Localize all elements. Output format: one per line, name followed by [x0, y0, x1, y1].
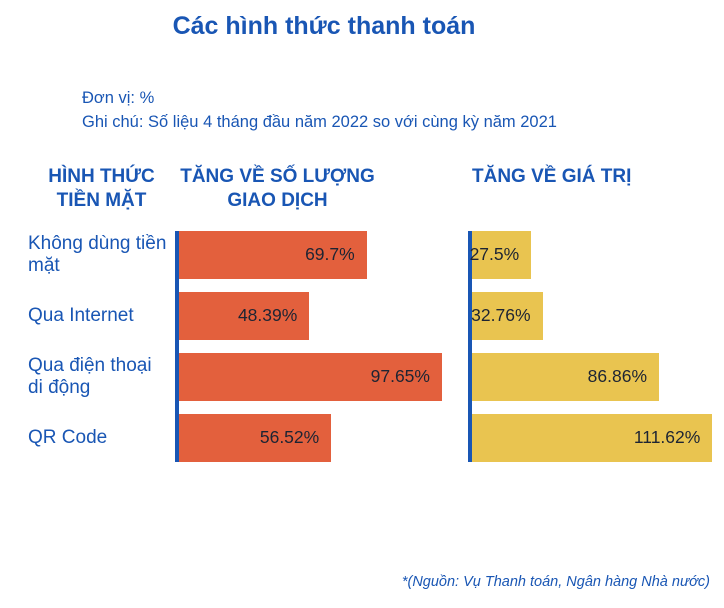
category-column: HÌNH THỨC TIỀN MẶT Không dùng tiền mặt Q… — [28, 165, 175, 462]
bar-value-label: 97.65% — [370, 366, 430, 387]
source-note: *(Nguồn: Vụ Thanh toán, Ngân hàng Nhà nư… — [401, 574, 710, 590]
bar-value-label: 111.62% — [633, 427, 701, 448]
bar-value-label: 56.52% — [259, 427, 320, 448]
column-header-transactions: TĂNG VỀ SỐ LƯỢNG GIAO DỊCH — [180, 165, 375, 211]
value-bars axis-line: 27.5% 32.76% 86.86% 111.62% — [468, 230, 716, 462]
bar: 27.5% — [469, 230, 532, 279]
category-label: QR Code — [28, 426, 108, 448]
bar-value-label: 69.7% — [305, 244, 355, 265]
column-header-value: TĂNG VỀ GIÁ TRỊ — [472, 165, 632, 187]
bar: 48.39% — [179, 291, 310, 340]
row-header: HÌNH THỨC TIỀN MẶT — [48, 165, 155, 211]
charts-area: HÌNH THỨC TIỀN MẶT Không dùng tiền mặt Q… — [28, 165, 724, 462]
bar-row: 69.7% — [179, 230, 468, 279]
comparison-note: Ghi chú: Số liệu 4 tháng đầu năm 2022 so… — [82, 112, 557, 131]
category-labels: Không dùng tiền mặt Qua Internet Qua điệ… — [28, 231, 175, 462]
transactions-bars axis-line: 69.7% 48.39% 97.65% 56.52% — [175, 230, 468, 462]
bar-value-label: 32.76% — [471, 305, 531, 326]
chart-title: Các hình thức thanh toán — [172, 12, 476, 40]
category-label: Qua Internet — [28, 304, 134, 326]
bar-row: 56.52% — [179, 413, 468, 462]
bar: 97.65% — [179, 352, 442, 401]
bar-value-label: 86.86% — [587, 366, 648, 387]
transactions-chart-column: TĂNG VỀ SỐ LƯỢNG GIAO DỊCH 69.7% 48.39% … — [175, 165, 468, 462]
bar: 32.76% — [471, 291, 543, 340]
bar: 56.52% — [179, 413, 332, 462]
unit-note: Đơn vị: % — [82, 89, 155, 107]
bar-row: 111.62% — [472, 413, 716, 462]
bar-value-label: 48.39% — [237, 305, 298, 326]
bar-row: 27.5% — [469, 230, 716, 279]
bar-value-label: 27.5% — [469, 244, 520, 265]
bar: 86.86% — [472, 352, 660, 401]
category-label: Không dùng tiền mặt — [28, 233, 167, 276]
value-chart-column: TĂNG VỀ GIÁ TRỊ 27.5% 32.76% 86.86% — [468, 165, 716, 462]
bar-row: 97.65% — [179, 352, 468, 401]
bar-row: 32.76% — [471, 291, 716, 340]
bar: 111.62% — [472, 413, 713, 462]
notes-block: Đơn vị: % Ghi chú: Số liệu 4 tháng đầu n… — [82, 87, 724, 135]
bar-row: 48.39% — [179, 291, 468, 340]
category-label: Qua điện thoại di động — [28, 355, 152, 398]
bar-row: 86.86% — [472, 352, 716, 401]
bar: 69.7% — [179, 230, 367, 279]
